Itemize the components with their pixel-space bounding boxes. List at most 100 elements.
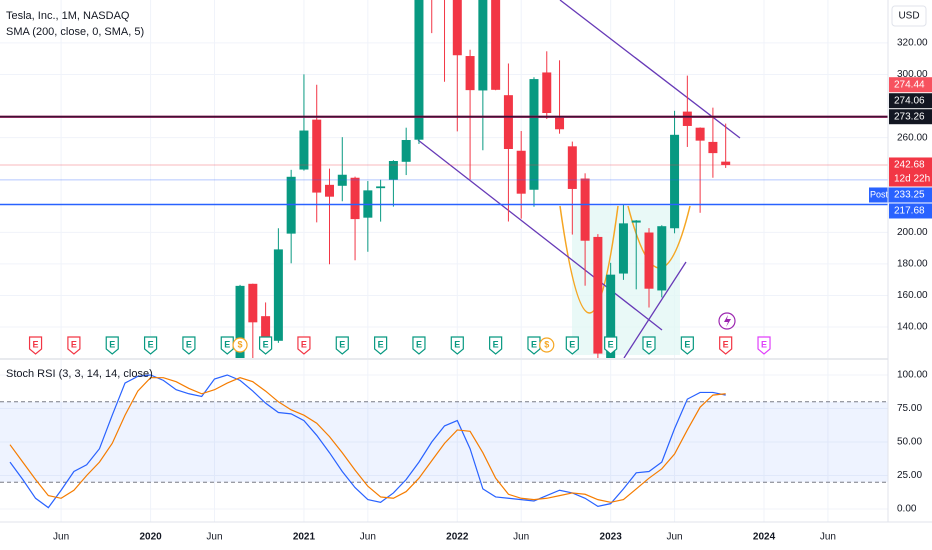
event-label: E xyxy=(378,339,384,349)
candle-body xyxy=(286,176,296,234)
event-label: E xyxy=(569,339,575,349)
candle-body xyxy=(261,316,271,344)
cup-curve xyxy=(559,205,619,314)
candle-body xyxy=(465,56,475,91)
candle-body xyxy=(503,95,513,150)
event-label: E xyxy=(454,339,460,349)
earnings-icon xyxy=(374,336,388,355)
price-label-tag-box xyxy=(869,187,889,203)
candle-body xyxy=(555,117,565,130)
event-label: E xyxy=(761,339,767,349)
candle-body xyxy=(567,146,577,189)
candle-body xyxy=(478,0,488,91)
event-label: E xyxy=(148,339,154,349)
x-tick-label: 2021 xyxy=(293,532,316,543)
price-label-box xyxy=(889,77,932,93)
event-label: E xyxy=(339,339,345,349)
y-tick-label: 300.00 xyxy=(897,69,928,80)
event-label: E xyxy=(263,339,269,349)
x-tick-label: 2020 xyxy=(139,532,162,543)
x-tick-label: 2024 xyxy=(753,532,776,543)
price-label-box xyxy=(889,157,932,187)
candle-body xyxy=(644,232,654,289)
price-label: 233.25 xyxy=(894,190,925,201)
earnings-icon xyxy=(412,336,426,355)
candle-body xyxy=(618,223,628,274)
candle-body xyxy=(312,119,322,193)
rsi-title: Stoch RSI (3, 3, 14, 14, close) xyxy=(6,368,153,380)
event-label: E xyxy=(493,339,499,349)
candle-body xyxy=(299,130,309,170)
event-label: E xyxy=(723,339,729,349)
candle-body xyxy=(593,236,603,354)
price-label: 274.44 xyxy=(894,79,925,90)
event-label: E xyxy=(646,339,652,349)
y-tick-label: 200.00 xyxy=(897,227,928,238)
x-tick-label: Jun xyxy=(513,532,529,543)
earnings-icon xyxy=(67,336,81,355)
price-label-note: 12d 22h xyxy=(894,174,930,185)
y-tick-label: 320.00 xyxy=(897,38,928,49)
earnings-icon xyxy=(719,336,733,355)
earnings-icon xyxy=(297,336,311,355)
y-tick-label: 100.00 xyxy=(897,370,928,381)
candle-body xyxy=(682,111,692,126)
earnings-icon xyxy=(259,336,273,355)
event-label: E xyxy=(71,339,77,349)
y-tick-label: 180.00 xyxy=(897,259,928,270)
price-label: 242.68 xyxy=(894,160,925,171)
x-tick-label: 2022 xyxy=(446,532,469,543)
event-label: E xyxy=(416,339,422,349)
candle-body xyxy=(721,161,731,165)
candle-body xyxy=(606,274,616,358)
candle-body xyxy=(695,127,705,141)
event-label: E xyxy=(224,339,230,349)
earnings-icon xyxy=(220,336,234,355)
candle-body xyxy=(273,249,283,341)
indicator-label: SMA (200, close, 0, SMA, 5) xyxy=(6,26,144,38)
event-label: $ xyxy=(544,339,549,349)
band-fill xyxy=(0,401,888,483)
candle-body xyxy=(248,283,258,323)
split-icon-bolt xyxy=(724,315,731,327)
candle-body xyxy=(631,220,641,223)
x-tick-label: Jun xyxy=(820,532,836,543)
candle-body xyxy=(491,0,501,90)
candle-body xyxy=(516,150,526,194)
price-label-box xyxy=(889,203,932,219)
x-tick-label: Jun xyxy=(206,532,222,543)
candle-body xyxy=(529,79,539,190)
y-tick-label: 0.00 xyxy=(897,504,917,515)
currency-box[interactable] xyxy=(891,5,927,27)
event-label: $ xyxy=(238,339,243,349)
event-label: E xyxy=(531,339,537,349)
event-label: E xyxy=(301,339,307,349)
price-label-box xyxy=(889,109,932,125)
candle-body xyxy=(414,0,424,140)
y-tick-label: 25.00 xyxy=(897,470,922,481)
dividend-icon xyxy=(232,337,248,353)
price-label: 217.68 xyxy=(894,206,925,217)
earnings-icon xyxy=(565,336,579,355)
earnings-icon xyxy=(680,336,694,355)
candle-body xyxy=(657,226,667,291)
event-label: E xyxy=(33,339,39,349)
dividend-icon xyxy=(539,337,555,353)
earnings-icon xyxy=(28,336,43,355)
candle-body xyxy=(337,174,347,186)
candle-body xyxy=(452,0,462,56)
candle-body xyxy=(350,177,360,220)
earnings-icon xyxy=(143,336,158,355)
earnings-icon xyxy=(604,336,618,355)
earnings-icon xyxy=(527,336,541,355)
currency[interactable]: USD xyxy=(898,11,919,22)
candle-body xyxy=(580,178,590,241)
chart-title: Tesla, Inc., 1M, NASDAQ xyxy=(6,10,130,22)
price-label-box xyxy=(889,187,932,203)
price-label: 273.26 xyxy=(894,111,925,122)
rsi-pane xyxy=(0,374,888,509)
candle-body xyxy=(235,285,245,358)
overlay: E E E E E E $ E E E E E E E E $ E E E E E E 274.44 274.06 273.26… xyxy=(28,77,932,355)
earnings-icon xyxy=(642,336,656,355)
